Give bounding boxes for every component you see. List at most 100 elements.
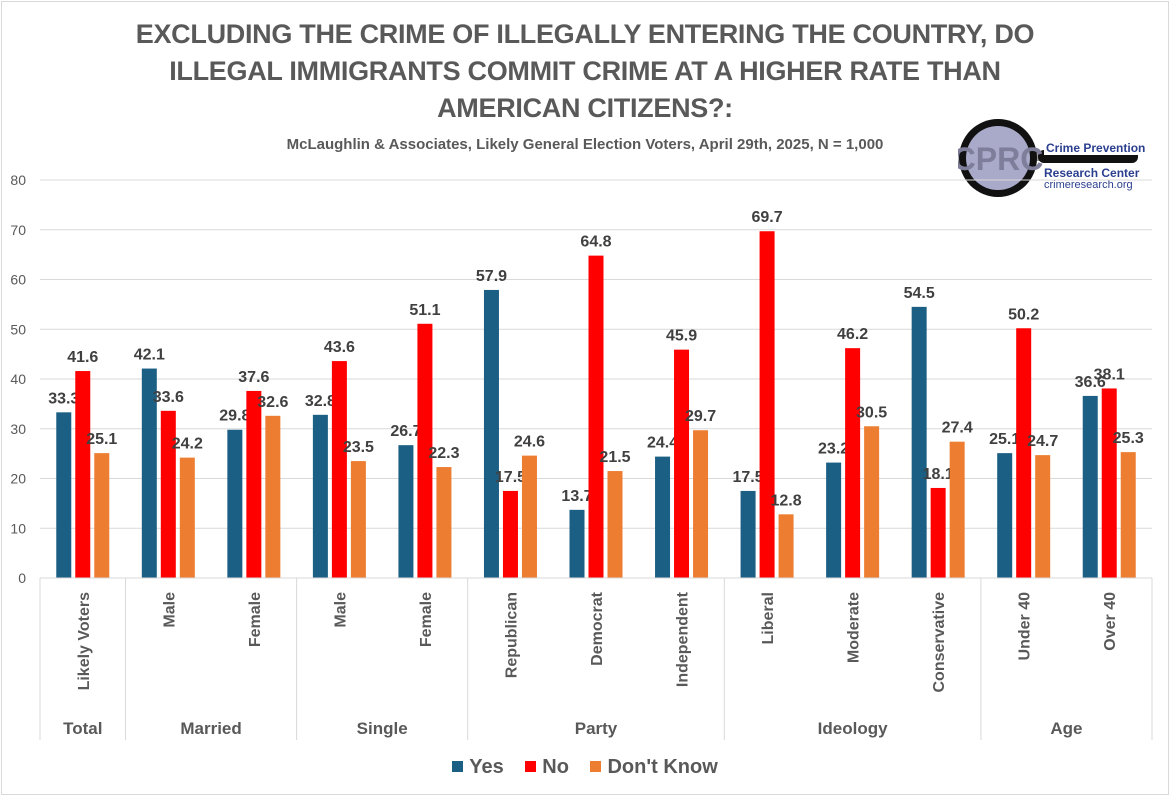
data-label-yes: 26.7 bbox=[390, 423, 421, 440]
y-tick-label: 70 bbox=[10, 222, 26, 238]
data-label-no: 64.8 bbox=[580, 234, 611, 251]
bar-dont_know bbox=[607, 471, 623, 578]
legend-label-yes: Yes bbox=[469, 756, 504, 778]
group-label: Total bbox=[63, 719, 102, 738]
legend-swatch-dont-know bbox=[590, 761, 602, 772]
category-label: Conservative bbox=[931, 592, 948, 693]
data-label-yes: 29.8 bbox=[219, 408, 250, 425]
category-label: Male bbox=[161, 592, 178, 628]
logo-line-2: Research Center bbox=[1044, 166, 1140, 180]
bar-no bbox=[75, 371, 91, 578]
logo-line-1: Crime Prevention bbox=[1044, 141, 1148, 155]
bar-yes bbox=[141, 368, 157, 578]
bar-yes bbox=[655, 456, 671, 578]
category-label: Independent bbox=[675, 591, 692, 687]
group-label: Single bbox=[357, 719, 408, 738]
bar-dont_know bbox=[1120, 452, 1136, 578]
data-label-dont_know: 27.4 bbox=[942, 420, 973, 437]
data-label-dont_know: 24.6 bbox=[514, 434, 545, 451]
category-label: Republican bbox=[503, 592, 520, 678]
bar-yes bbox=[1082, 395, 1098, 578]
bar-dont_know bbox=[179, 457, 195, 578]
data-label-no: 18.1 bbox=[923, 466, 954, 483]
bar-yes bbox=[312, 414, 328, 578]
bar-yes bbox=[911, 306, 927, 578]
legend-swatch-yes bbox=[452, 761, 464, 772]
data-label-yes: 23.2 bbox=[818, 441, 849, 458]
category-label: Moderate bbox=[846, 592, 863, 663]
title-line-1: EXCLUDING THE CRIME OF ILLEGALLY ENTERIN… bbox=[135, 19, 1035, 49]
category-label: Under 40 bbox=[1017, 592, 1034, 661]
y-tick-label: 20 bbox=[10, 471, 26, 487]
data-label-dont_know: 29.7 bbox=[685, 408, 716, 425]
bar-dont_know bbox=[693, 430, 709, 578]
bar-yes bbox=[740, 490, 756, 578]
data-label-yes: 24.4 bbox=[647, 435, 678, 452]
bar-dont_know bbox=[778, 514, 794, 578]
y-tick-label: 30 bbox=[10, 421, 26, 437]
data-label-dont_know: 21.5 bbox=[599, 449, 630, 466]
bar-no bbox=[845, 348, 861, 578]
bar-no bbox=[331, 361, 347, 578]
bar-dont_know bbox=[94, 453, 110, 578]
y-tick-label: 40 bbox=[10, 371, 26, 387]
logo-monogram: CPRC bbox=[958, 141, 1043, 177]
legend-item-yes: Yes bbox=[452, 756, 504, 779]
chart-title: EXCLUDING THE CRIME OF ILLEGALLY ENTERIN… bbox=[0, 16, 1170, 127]
legend-label-no: No bbox=[542, 756, 569, 778]
data-label-yes: 13.7 bbox=[561, 488, 592, 505]
data-label-no: 33.6 bbox=[153, 389, 184, 406]
legend-item-dont-know: Don't Know bbox=[590, 756, 718, 779]
title-line-2: ILLEGAL IMMIGRANTS COMMIT CRIME AT A HIG… bbox=[169, 56, 1001, 86]
category-label: Female bbox=[418, 592, 435, 647]
category-label: Male bbox=[332, 592, 349, 628]
bar-no bbox=[674, 349, 690, 578]
group-label: Age bbox=[1050, 719, 1082, 738]
bar-yes bbox=[56, 412, 72, 578]
bar-dont_know bbox=[1035, 455, 1051, 578]
logo-url: crimeresearch.org bbox=[1044, 179, 1133, 191]
legend-swatch-no bbox=[525, 761, 537, 772]
bar-yes bbox=[483, 289, 499, 578]
data-label-yes: 57.9 bbox=[476, 268, 507, 285]
bar-no bbox=[759, 231, 775, 578]
y-tick-label: 80 bbox=[10, 172, 26, 188]
bar-no bbox=[502, 490, 518, 578]
bar-dont_know bbox=[864, 426, 880, 578]
y-tick-label: 60 bbox=[10, 272, 26, 288]
y-tick-label: 50 bbox=[10, 321, 26, 337]
bar-yes bbox=[227, 429, 243, 578]
group-label: Party bbox=[575, 719, 618, 738]
data-label-dont_know: 30.5 bbox=[856, 404, 887, 421]
group-label: Ideology bbox=[818, 719, 888, 738]
legend-item-no: No bbox=[525, 756, 569, 779]
category-label: Female bbox=[247, 592, 264, 647]
bar-dont_know bbox=[350, 461, 366, 578]
bar-no bbox=[1101, 388, 1117, 578]
data-label-no: 37.6 bbox=[238, 369, 269, 386]
y-tick-label: 10 bbox=[10, 520, 26, 536]
data-label-no: 69.7 bbox=[752, 209, 783, 226]
category-label: Liberal bbox=[760, 592, 777, 644]
bar-dont_know bbox=[949, 441, 965, 578]
data-label-dont_know: 25.1 bbox=[86, 431, 117, 448]
data-label-no: 41.6 bbox=[67, 349, 98, 366]
data-label-no: 45.9 bbox=[666, 328, 697, 345]
data-label-no: 17.5 bbox=[495, 469, 526, 486]
data-label-dont_know: 23.5 bbox=[343, 439, 374, 456]
data-label-yes: 33.3 bbox=[48, 390, 79, 407]
data-label-no: 38.1 bbox=[1094, 366, 1125, 383]
bar-no bbox=[930, 487, 946, 578]
bar-yes bbox=[569, 509, 585, 578]
bar-dont_know bbox=[265, 415, 281, 578]
bar-dont_know bbox=[521, 455, 537, 578]
bar-no bbox=[417, 323, 433, 578]
data-label-no: 46.2 bbox=[837, 326, 868, 343]
category-label: Democrat bbox=[589, 591, 606, 665]
data-label-yes: 25.1 bbox=[989, 431, 1020, 448]
bar-no bbox=[588, 255, 604, 578]
data-label-no: 43.6 bbox=[324, 339, 355, 356]
bar-no bbox=[160, 410, 176, 578]
